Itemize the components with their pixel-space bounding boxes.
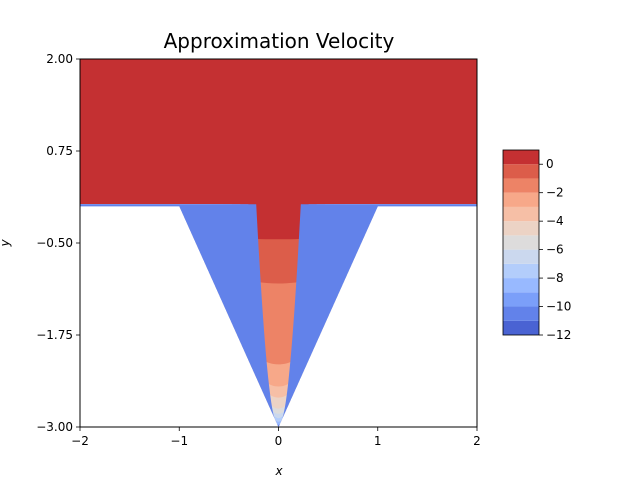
colorbar-tick-label: −12 xyxy=(546,328,571,342)
colorbar-swatch xyxy=(503,263,539,279)
colorbar-swatch xyxy=(503,164,539,179)
colorbar-tick-label: −10 xyxy=(546,300,571,314)
colorbar-frame xyxy=(502,149,540,336)
x-tick-label: −1 xyxy=(170,434,188,448)
contour-bands xyxy=(80,59,477,427)
colorbar-swatch xyxy=(503,320,539,335)
colorbar-tick-label: −6 xyxy=(546,243,564,257)
y-tick-label: −0.50 xyxy=(36,236,73,250)
colorbar-swatch xyxy=(503,221,539,236)
colorbar-swatch xyxy=(503,278,539,293)
colorbar-tick-label: −2 xyxy=(546,186,564,200)
x-tick-label: −2 xyxy=(71,434,89,448)
y-tick-label: −1.75 xyxy=(36,328,73,342)
y-tick-label: 2.00 xyxy=(46,52,73,66)
y-tick-label: −3.00 xyxy=(36,420,73,434)
colorbar-swatch xyxy=(503,249,539,264)
x-tick-label: 0 xyxy=(275,434,283,448)
x-tick-label: 2 xyxy=(473,434,481,448)
colorbar: 0 −2 −4 −6 −8 −10 −12 xyxy=(502,149,571,342)
colorbar-tick-label: −8 xyxy=(546,271,564,285)
colorbar-swatch xyxy=(503,150,539,165)
plot-area xyxy=(80,59,477,427)
x-axis-label: x xyxy=(274,464,283,478)
y-axis: 2.00 0.75 −0.50 −1.75 −3.00 xyxy=(36,52,80,434)
colorbar-tick-label: 0 xyxy=(546,157,554,171)
x-axis: −2 −1 0 1 2 xyxy=(71,427,481,448)
colorbar-swatch xyxy=(503,206,539,222)
x-tick-label: 1 xyxy=(374,434,382,448)
y-axis-label: y xyxy=(0,239,12,248)
colorbar-swatch xyxy=(503,178,539,193)
chart-title: Approximation Velocity xyxy=(164,29,395,53)
colorbar-swatch xyxy=(503,235,539,250)
y-tick-label: 0.75 xyxy=(46,144,73,158)
colorbar-tick-label: −4 xyxy=(546,214,564,228)
colorbar-swatch xyxy=(503,292,539,307)
colorbar-swatch xyxy=(503,192,539,207)
colorbar-swatch xyxy=(503,306,539,321)
